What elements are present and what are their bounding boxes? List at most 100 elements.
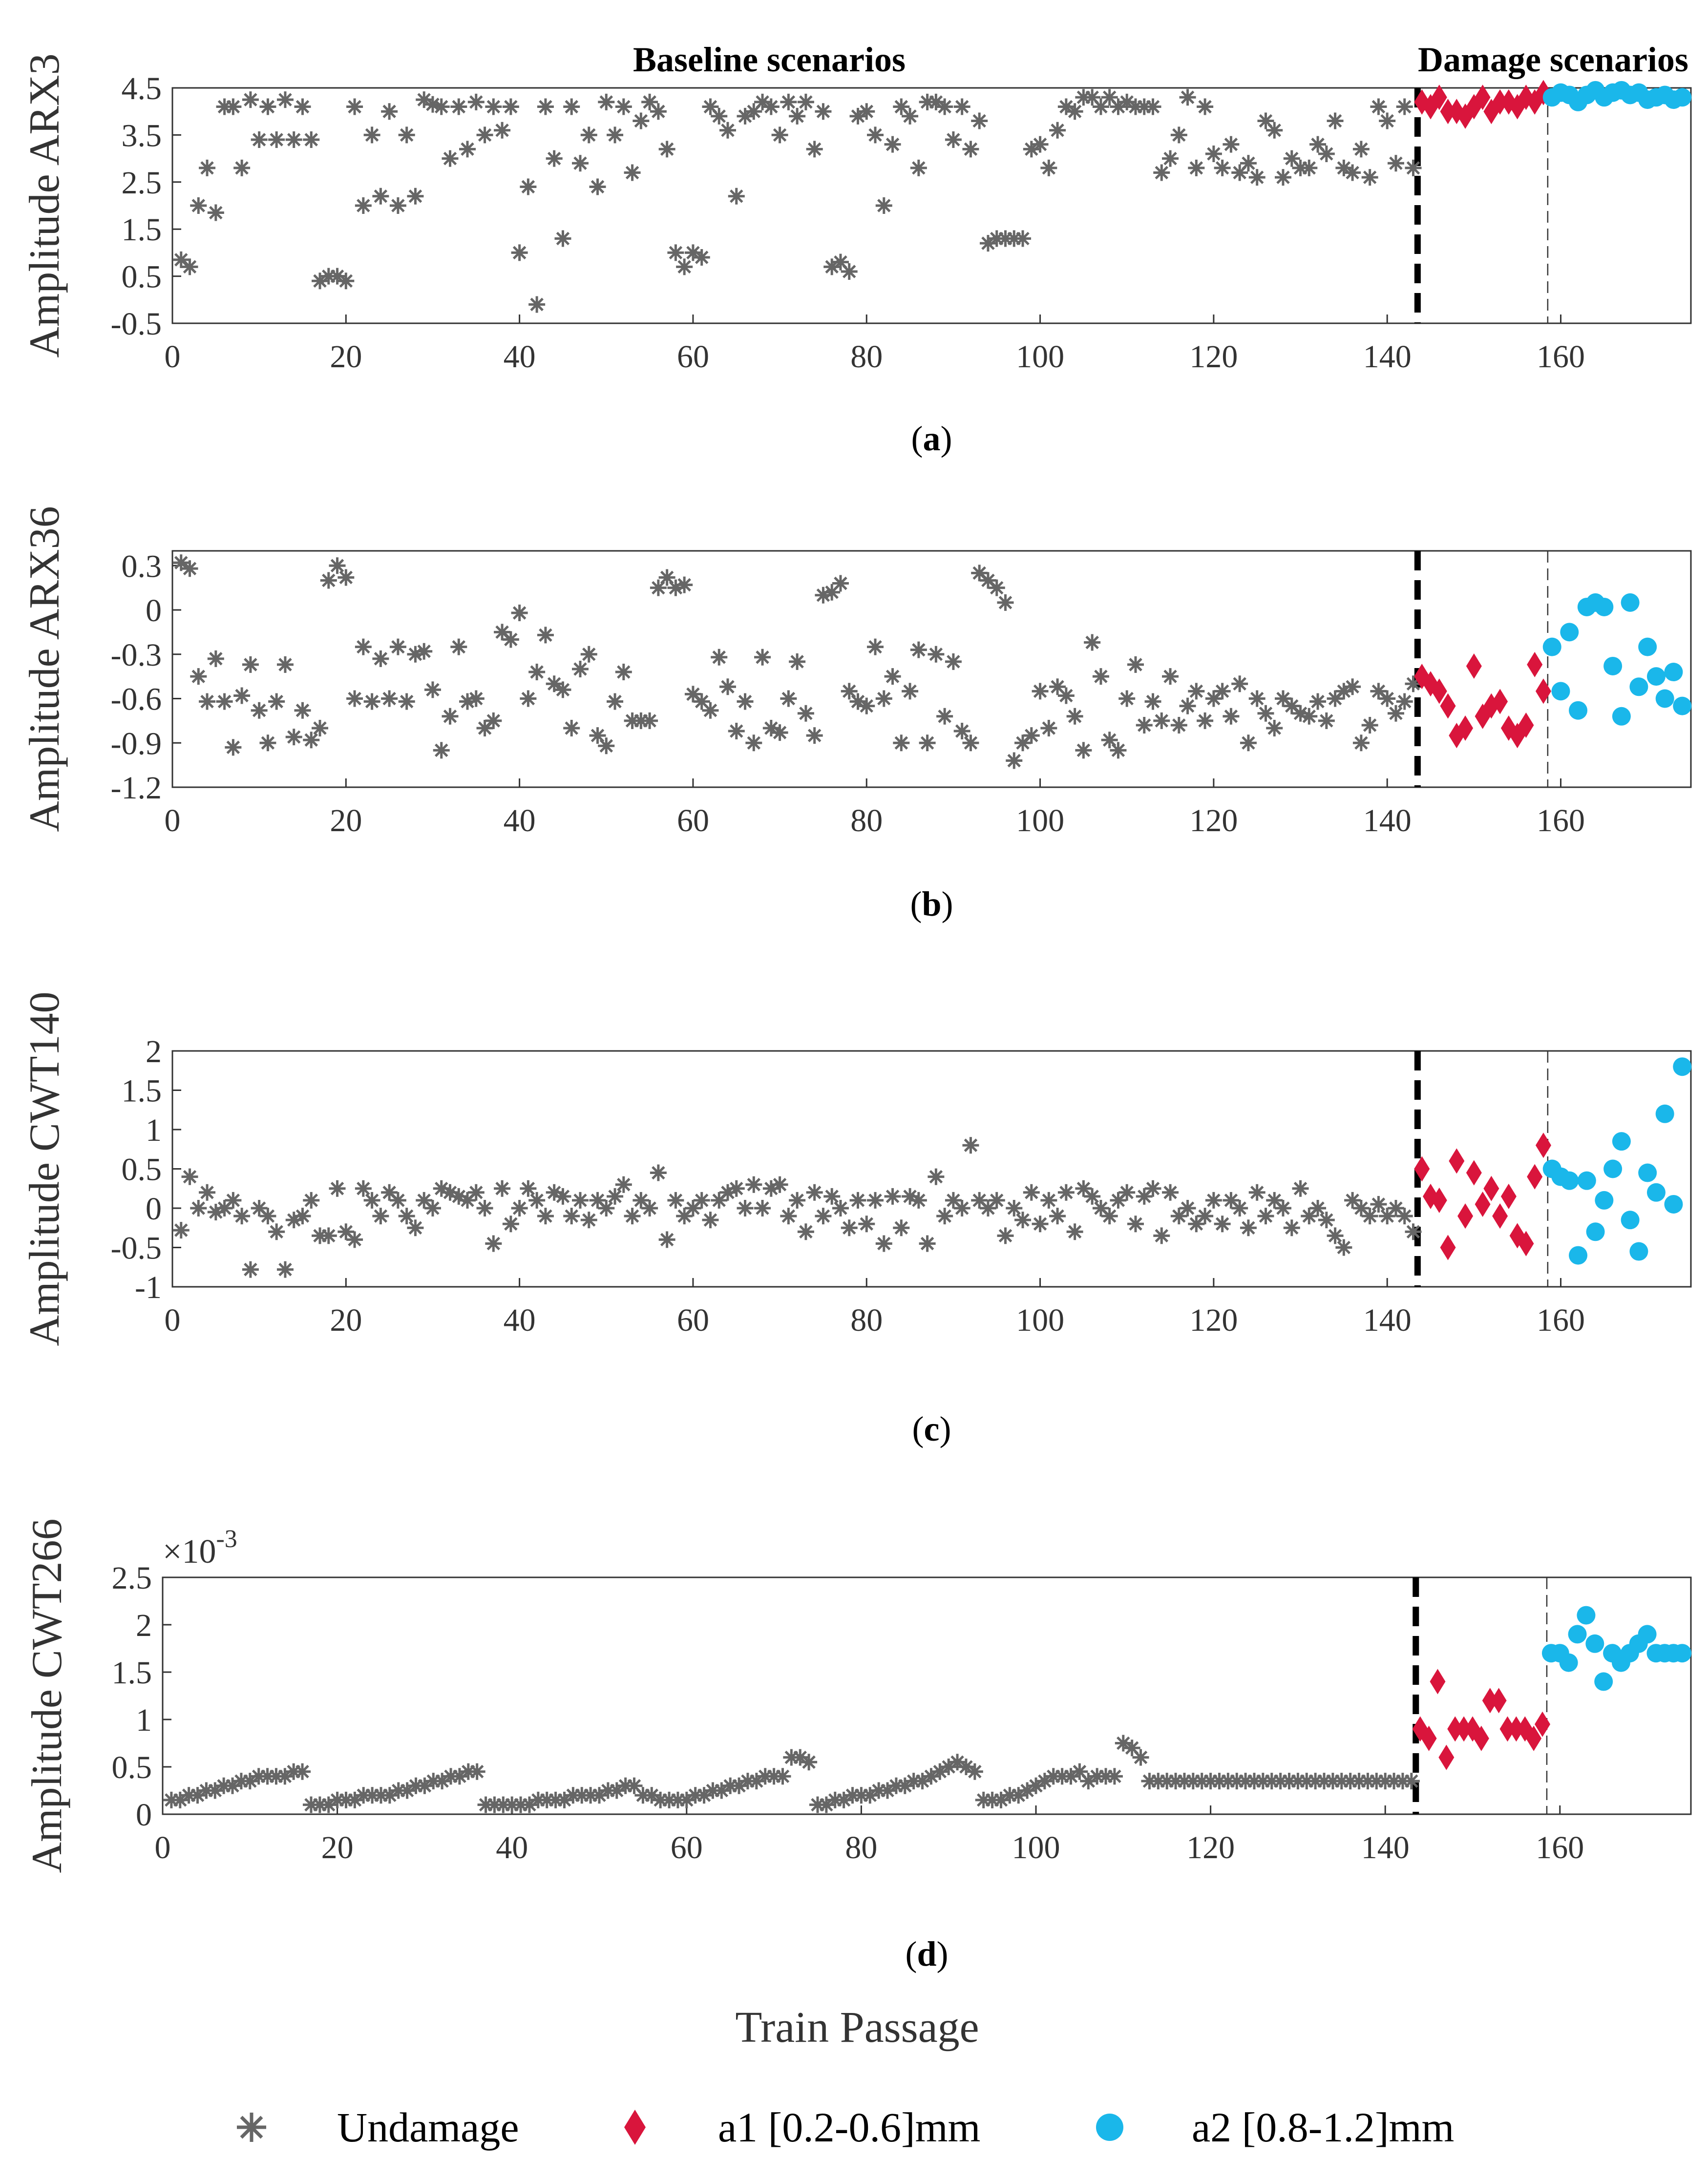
point-a1 bbox=[1492, 689, 1508, 714]
point-undamage bbox=[1032, 683, 1049, 700]
point-undamage bbox=[1205, 690, 1222, 707]
point-undamage bbox=[303, 131, 320, 148]
point-a1 bbox=[1473, 1725, 1489, 1751]
legend-marker-a2 bbox=[1096, 2114, 1123, 2141]
point-undamage bbox=[949, 1754, 966, 1771]
point-undamage bbox=[1197, 98, 1214, 115]
point-undamage bbox=[285, 131, 302, 148]
point-undamage bbox=[739, 1773, 756, 1790]
point-undamage bbox=[225, 1192, 242, 1209]
point-undamage bbox=[337, 1223, 355, 1240]
sci-multiplier: ×10-3 bbox=[163, 1525, 237, 1571]
point-a1 bbox=[1499, 1716, 1516, 1742]
x-axis-title: Train Passage bbox=[735, 2003, 979, 2052]
point-undamage bbox=[919, 1235, 936, 1252]
point-undamage bbox=[529, 1791, 547, 1808]
point-undamage bbox=[988, 230, 1005, 247]
point-undamage bbox=[346, 1231, 363, 1248]
point-undamage bbox=[650, 579, 667, 596]
point-a1 bbox=[1449, 1148, 1465, 1174]
point-undamage bbox=[416, 643, 433, 660]
x-tick-label: 60 bbox=[677, 339, 709, 375]
x-tick-label: 40 bbox=[504, 1302, 536, 1338]
point-undamage bbox=[754, 649, 771, 666]
point-undamage bbox=[1361, 716, 1378, 734]
point-undamage bbox=[242, 1261, 259, 1278]
point-undamage bbox=[1170, 1208, 1187, 1225]
point-undamage bbox=[372, 650, 389, 667]
point-a2 bbox=[1638, 1163, 1657, 1182]
point-undamage bbox=[615, 1176, 632, 1193]
point-undamage bbox=[1049, 1208, 1066, 1225]
y-axis-label-a: Amplitude ARX3 bbox=[21, 53, 68, 357]
point-undamage bbox=[433, 98, 450, 115]
point-undamage bbox=[713, 1782, 730, 1799]
point-undamage bbox=[704, 1782, 721, 1799]
point-undamage bbox=[1097, 1768, 1115, 1785]
point-undamage bbox=[1237, 1773, 1254, 1790]
y-tick-label: 0.5 bbox=[112, 1750, 152, 1785]
point-undamage bbox=[1106, 1768, 1123, 1785]
point-undamage bbox=[702, 98, 719, 115]
point-undamage bbox=[719, 1184, 737, 1201]
y-axis-label-b: Amplitude ARX36 bbox=[21, 506, 68, 832]
point-undamage bbox=[450, 98, 467, 115]
point-undamage bbox=[1162, 668, 1179, 685]
point-undamage bbox=[459, 141, 476, 158]
point-a1 bbox=[1508, 1716, 1524, 1742]
point-undamage bbox=[1387, 705, 1404, 722]
point-undamage bbox=[1153, 712, 1170, 729]
point-undamage bbox=[879, 1782, 896, 1799]
point-undamage bbox=[1292, 705, 1309, 722]
point-undamage bbox=[1144, 98, 1161, 115]
point-undamage bbox=[1275, 690, 1292, 707]
point-undamage bbox=[363, 693, 380, 710]
point-undamage bbox=[528, 664, 546, 681]
point-undamage bbox=[902, 683, 919, 700]
point-undamage bbox=[1370, 1195, 1387, 1213]
point-undamage bbox=[902, 1188, 919, 1205]
x-tick-label: 0 bbox=[155, 1830, 171, 1866]
x-tick-label: 80 bbox=[850, 339, 883, 375]
point-undamage bbox=[502, 631, 519, 648]
point-undamage bbox=[615, 98, 632, 115]
point-undamage bbox=[242, 656, 259, 673]
y-tick-label: 1.5 bbox=[112, 1655, 152, 1691]
point-undamage bbox=[676, 1208, 693, 1225]
point-undamage bbox=[520, 690, 537, 707]
point-undamage bbox=[658, 1231, 675, 1248]
point-undamage bbox=[1228, 1773, 1245, 1790]
point-undamage bbox=[1240, 1219, 1257, 1237]
point-a1 bbox=[1483, 1175, 1499, 1201]
point-undamage bbox=[250, 1768, 267, 1785]
point-undamage bbox=[875, 1235, 892, 1252]
point-undamage bbox=[1040, 1192, 1057, 1209]
point-undamage bbox=[910, 641, 927, 658]
point-undamage bbox=[1231, 675, 1248, 692]
y-tick-label: -0.5 bbox=[111, 306, 162, 342]
point-undamage bbox=[1136, 716, 1153, 734]
point-undamage bbox=[971, 112, 988, 129]
point-undamage bbox=[416, 91, 433, 108]
point-undamage bbox=[1377, 1773, 1394, 1790]
point-undamage bbox=[303, 1192, 320, 1209]
point-a2 bbox=[1603, 1159, 1623, 1178]
point-undamage bbox=[1089, 1768, 1106, 1785]
point-undamage bbox=[661, 1791, 678, 1808]
point-undamage bbox=[163, 1791, 180, 1808]
point-undamage bbox=[1405, 675, 1422, 692]
point-undamage bbox=[966, 1763, 983, 1780]
point-undamage bbox=[285, 1763, 302, 1780]
subfigure-label-c: (c) bbox=[912, 1409, 951, 1448]
point-undamage bbox=[684, 1200, 701, 1216]
point-undamage bbox=[1071, 1763, 1088, 1780]
x-tick-label: 40 bbox=[496, 1830, 528, 1866]
point-undamage bbox=[896, 1777, 913, 1794]
point-undamage bbox=[329, 1791, 346, 1808]
point-undamage bbox=[180, 1787, 197, 1804]
point-undamage bbox=[494, 1180, 511, 1197]
point-undamage bbox=[571, 661, 589, 677]
x-tick-label: 20 bbox=[330, 339, 362, 375]
point-undamage bbox=[259, 734, 276, 752]
point-undamage bbox=[1092, 668, 1109, 685]
